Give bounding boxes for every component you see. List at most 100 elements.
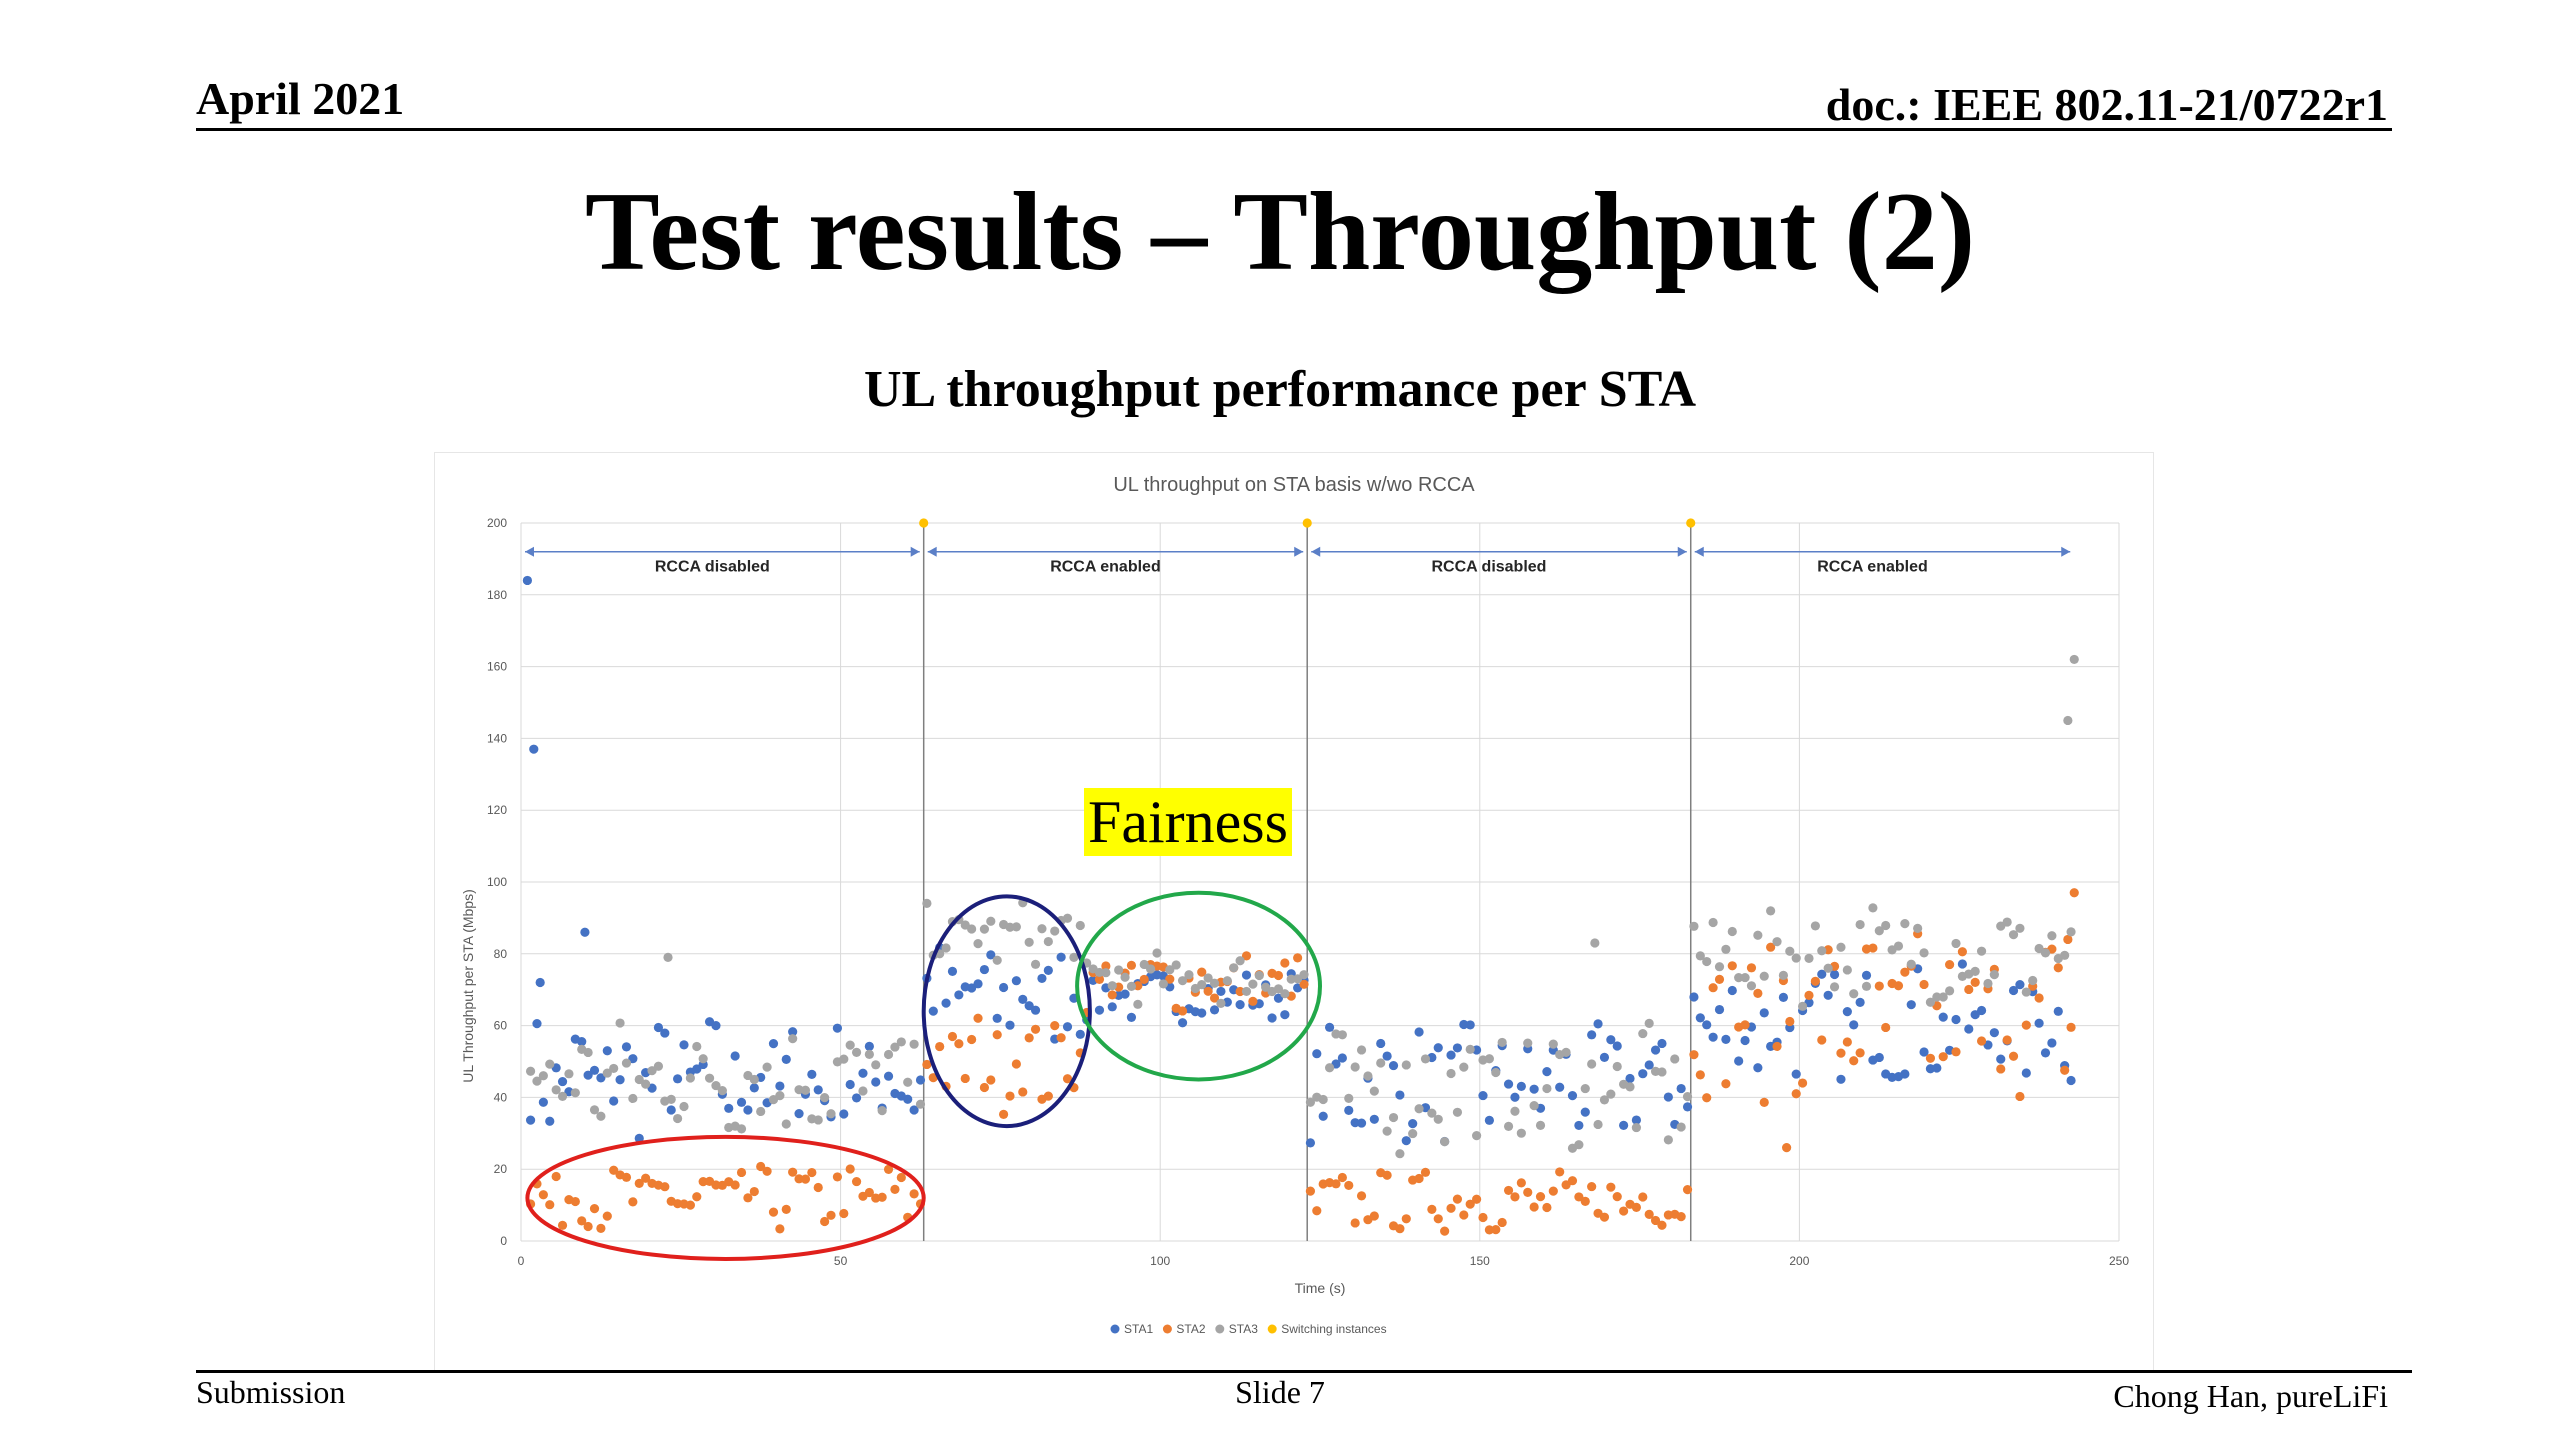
point-sta2 — [1491, 1225, 1501, 1235]
point-sta1 — [1516, 1081, 1526, 1091]
point-sta1 — [979, 964, 990, 975]
point-sta2 — [851, 1176, 862, 1187]
point-sta3 — [1408, 1128, 1418, 1139]
point-sta3 — [1062, 913, 1073, 923]
point-sta2 — [1050, 1021, 1060, 1031]
point-sta2 — [1804, 990, 1814, 1000]
point-sta1 — [1030, 1005, 1041, 1015]
point-sta3 — [2040, 948, 2051, 958]
point-sta2 — [992, 1030, 1002, 1040]
point-sta1 — [1107, 1002, 1117, 1012]
point-sta1 — [724, 1103, 734, 1113]
highlight-ellipses — [525, 890, 1322, 1261]
point-sta3 — [788, 1034, 798, 1044]
point-sta2 — [1139, 974, 1149, 985]
point-sta3 — [1043, 936, 1053, 947]
point-sta3 — [1050, 926, 1060, 936]
chart-frame: UL throughput on STA basis w/wo RCCA RCC… — [434, 452, 2154, 1372]
point-sta1 — [2053, 1006, 2063, 1016]
point-sta1 — [1209, 1005, 1220, 1015]
point-sta3 — [1497, 1037, 1507, 1048]
point-sta3 — [1580, 1083, 1590, 1094]
point-sta1 — [1900, 1069, 1910, 1079]
point-sta3 — [1114, 965, 1124, 975]
point-sta2 — [609, 1165, 619, 1175]
point-sta2 — [1970, 977, 1980, 987]
point-sta2 — [743, 1193, 753, 1203]
point-sta1 — [580, 927, 590, 937]
point-sta2 — [2053, 963, 2063, 973]
footer-author: Chong Han, pureLiFi — [2113, 1378, 2388, 1414]
point-sta2 — [1293, 953, 1303, 963]
point-sta2 — [1759, 1097, 1769, 1107]
point-sta3 — [1849, 989, 1859, 999]
x-tick-label: 50 — [834, 1254, 848, 1268]
point-sta3 — [1363, 1071, 1373, 1081]
point-sta2 — [928, 1073, 938, 1083]
point-sta2 — [1682, 1185, 1693, 1195]
point-sta1 — [1612, 1041, 1622, 1051]
grid-lines — [520, 522, 2120, 1242]
header-date: April 2021 — [196, 73, 405, 124]
point-sta1 — [1740, 1035, 1750, 1046]
point-sta1 — [666, 1105, 676, 1115]
legend-label-sta3: STA3 — [1229, 1322, 1258, 1336]
point-sta2 — [1612, 1192, 1622, 1202]
point-sta3 — [1427, 1108, 1437, 1118]
point-sta2 — [1650, 1215, 1661, 1226]
point-sta3 — [692, 1041, 702, 1052]
point-sta3 — [1919, 948, 1929, 958]
point-sta2 — [845, 1164, 855, 1174]
point-sta1 — [736, 1097, 747, 1107]
point-sta2 — [1766, 942, 1776, 952]
point-sta3 — [1797, 1001, 1808, 1011]
point-sta2 — [1782, 1143, 1792, 1153]
point-sta2 — [1599, 1212, 1610, 1222]
point-sta2 — [1510, 1192, 1520, 1202]
point-sta1 — [807, 1069, 817, 1079]
point-sta3 — [1395, 1149, 1405, 1159]
point-sta3 — [1350, 1062, 1360, 1072]
point-sta3 — [1548, 1039, 1558, 1049]
slide-title: Test results – Throughput (2) — [585, 170, 1975, 294]
point-sta3 — [1203, 973, 1213, 983]
point-sta3 — [1216, 998, 1226, 1008]
y-axis-label: UL Throughput per STA (Mbps) — [460, 889, 476, 1083]
point-sta2 — [1881, 1022, 1891, 1033]
point-sta1 — [577, 1037, 587, 1047]
point-sta2 — [736, 1167, 747, 1178]
axes: 0 20 40 60 80 100 120 140 160 180 200 0 50 100 150 200 2… — [487, 516, 2129, 1268]
point-sta2 — [1702, 1093, 1712, 1103]
region-arrowhead — [1294, 546, 1304, 557]
point-sta2 — [749, 1186, 759, 1197]
point-sta1 — [1734, 1056, 1744, 1066]
point-sta3 — [2034, 943, 2044, 954]
point-sta3 — [1542, 1083, 1552, 1094]
point-sta3 — [1945, 986, 1955, 996]
point-sta3 — [1676, 1122, 1686, 1132]
legend-label-switching-instances: Switching instances — [1281, 1322, 1386, 1336]
point-sta1 — [1874, 1052, 1884, 1063]
point-sta2 — [1957, 947, 1967, 957]
point-sta2 — [545, 1200, 555, 1210]
point-sta3 — [1254, 970, 1264, 981]
point-sta1 — [1638, 1069, 1648, 1079]
point-sta3 — [1535, 1120, 1546, 1130]
point-sta3 — [1746, 981, 1757, 991]
point-sta2 — [877, 1192, 887, 1202]
point-sta2 — [883, 1164, 894, 1174]
point-sta2 — [577, 1216, 587, 1226]
navy-ellipse — [921, 894, 1092, 1129]
point-sta1 — [525, 1115, 536, 1125]
point-sta3 — [1721, 944, 1731, 954]
point-sta1 — [1305, 1138, 1316, 1148]
point-sta2 — [1382, 1170, 1392, 1180]
legend-marker-sta3 — [1215, 1324, 1225, 1334]
point-sta2 — [1676, 1212, 1686, 1222]
point-sta2 — [1472, 1194, 1482, 1204]
point-sta1 — [653, 1022, 664, 1033]
point-sta3 — [1299, 970, 1309, 980]
point-sta1 — [660, 1028, 670, 1038]
point-sta2 — [602, 1211, 612, 1221]
point-sta1 — [1753, 1063, 1763, 1073]
